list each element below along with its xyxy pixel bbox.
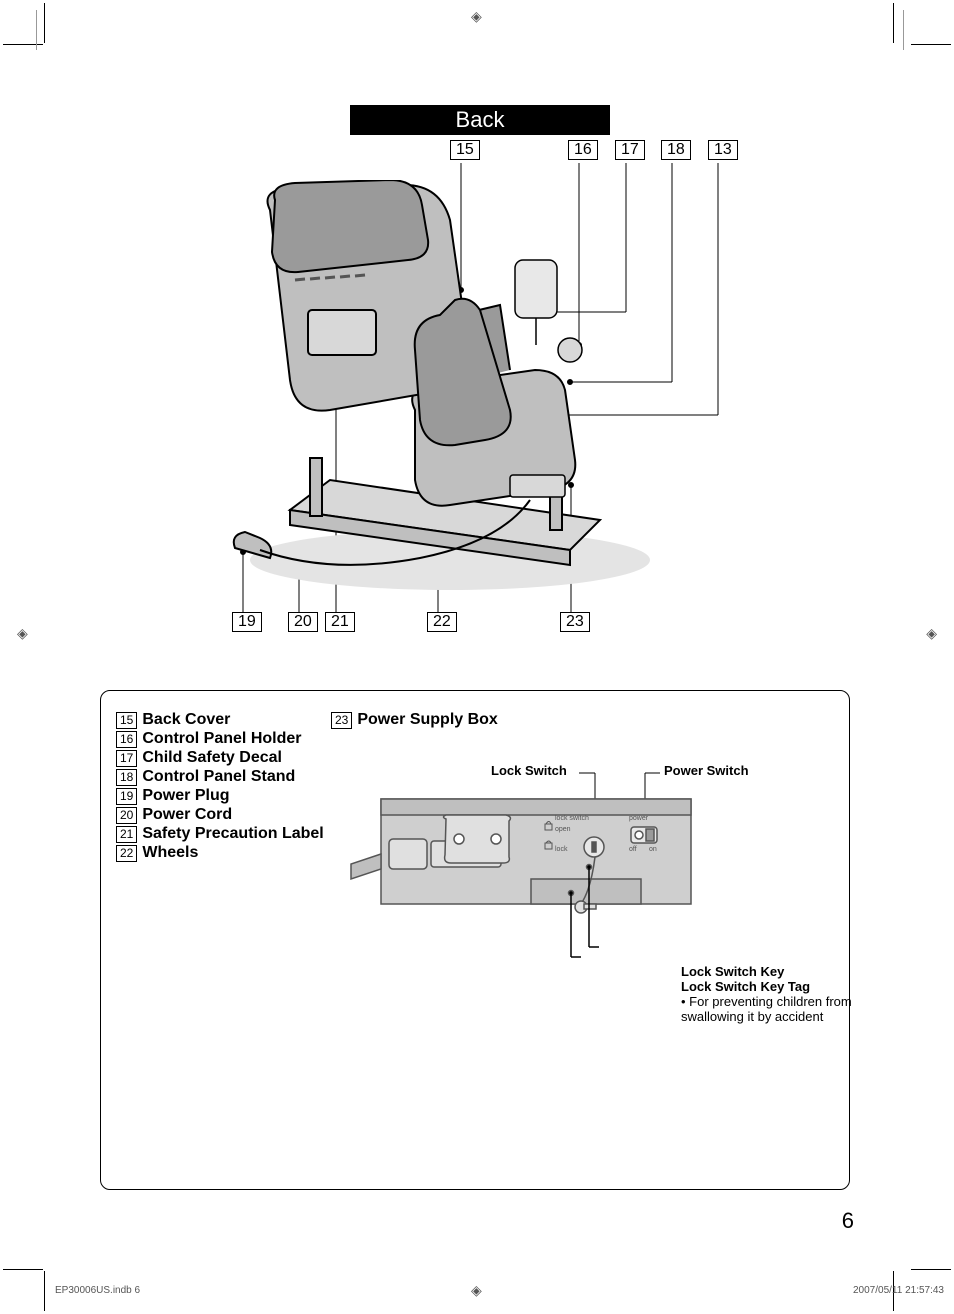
legend-item-20: 20 Power Cord xyxy=(116,806,326,824)
psu-text-open: open xyxy=(555,826,571,833)
legend-item-23: 23 Power Supply Box xyxy=(331,711,834,729)
legend-right: 23 Power Supply Box Lock Switch Power Sw… xyxy=(331,711,834,964)
legend-num: 16 xyxy=(116,731,137,748)
psu-text-on: on xyxy=(649,846,657,853)
legend-item-15: 15 Back Cover xyxy=(116,711,326,729)
power-supply-diagram: Lock Switch Power Switch xyxy=(331,769,834,964)
psu-text-power: power xyxy=(629,815,649,822)
legend-label: Back Cover xyxy=(142,711,230,729)
psu-text-lock-switch: lock switch xyxy=(555,815,589,822)
legend-label: Safety Precaution Label xyxy=(142,825,323,843)
legend-num: 17 xyxy=(116,750,137,767)
crop-mark xyxy=(44,1271,45,1311)
key-desc-bullet: • For preventing children from swallowin… xyxy=(681,994,901,1024)
legend-label: Power Cord xyxy=(142,806,232,824)
legend-box: 15 Back Cover 16 Control Panel Holder 17 Chil… xyxy=(100,690,850,1190)
psu-text-off: off xyxy=(629,846,637,853)
legend-item-16: 16 Control Panel Holder xyxy=(116,730,326,748)
legend-label: Power Plug xyxy=(142,787,229,805)
crop-mark xyxy=(3,1269,43,1270)
legend-label: Wheels xyxy=(142,844,198,862)
legend-num: 23 xyxy=(331,712,352,729)
legend-item-21: 21 Safety Precaution Label xyxy=(116,825,326,843)
legend-num: 22 xyxy=(116,845,137,862)
legend-item-19: 19 Power Plug xyxy=(116,787,326,805)
legend-item-22: 22 Wheels xyxy=(116,844,326,862)
legend-item-18: 18 Control Panel Stand xyxy=(116,768,326,786)
legend-num: 15 xyxy=(116,712,137,729)
page-number: 6 xyxy=(842,1208,854,1234)
chair-illustration xyxy=(180,180,700,610)
legend-num: 21 xyxy=(116,826,137,843)
legend-list-left: 15 Back Cover 16 Control Panel Holder 17 Chil… xyxy=(116,711,326,863)
legend-label: Control Panel Stand xyxy=(142,768,295,786)
legend-num: 19 xyxy=(116,788,137,805)
legend-label: Child Safety Decal xyxy=(142,749,282,767)
footer-file: EP30006US.indb 6 xyxy=(55,1285,140,1296)
legend-num: 18 xyxy=(116,769,137,786)
label-power-switch: Power Switch xyxy=(664,763,749,778)
legend-num: 20 xyxy=(116,807,137,824)
label-lock-switch: Lock Switch xyxy=(491,763,567,778)
key-description: Lock Switch Key Lock Switch Key Tag • Fo… xyxy=(681,964,901,1024)
psu-svg: lock switch open lock power off on xyxy=(331,769,711,959)
footer-timestamp: 2007/05/11 21:57:43 xyxy=(853,1285,944,1296)
psu-text-lock: lock xyxy=(555,846,568,853)
legend-item-17: 17 Child Safety Decal xyxy=(116,749,326,767)
key-desc-line2: Lock Switch Key Tag xyxy=(681,979,901,994)
key-desc-line1: Lock Switch Key xyxy=(681,964,901,979)
legend-label: Control Panel Holder xyxy=(142,730,301,748)
crop-mark xyxy=(911,1269,951,1270)
legend-label: Power Supply Box xyxy=(357,711,497,729)
print-footer: EP30006US.indb 6 2007/05/11 21:57:43 xyxy=(55,1285,944,1296)
